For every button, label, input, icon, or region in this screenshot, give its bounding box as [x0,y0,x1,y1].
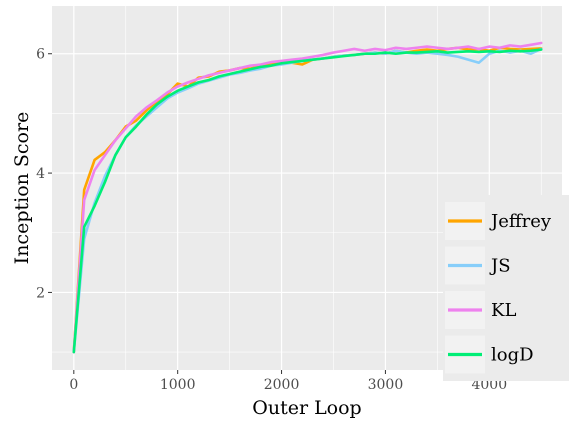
y-axis-title: Inception Score [11,112,33,265]
series-lines [72,41,543,354]
y-tick-label: 4 [36,166,45,182]
x-tick-label: 0 [69,377,78,393]
series-line-jeffrey [72,46,543,354]
x-axis-title: Outer Loop [252,397,361,419]
x-tick-label: 2000 [264,377,300,393]
major-gridlines [52,6,562,370]
legend-label: Jeffrey [489,211,552,232]
x-axis-ticks: 0 1000 2000 3000 4000 [69,370,507,393]
x-tick-label: 1000 [160,377,196,393]
legend-label: logD [491,345,534,366]
x-tick-label: 3000 [368,377,404,393]
y-tick-label: 6 [36,47,45,63]
series-line-kl [72,41,543,354]
series-line-logd [72,48,543,354]
legend-label: JS [489,256,511,277]
y-axis-ticks: 2 4 6 [36,47,52,301]
legend: Jeffrey JS KL logD [443,195,569,381]
y-tick-label: 2 [36,285,45,301]
legend-label: KL [491,300,516,321]
